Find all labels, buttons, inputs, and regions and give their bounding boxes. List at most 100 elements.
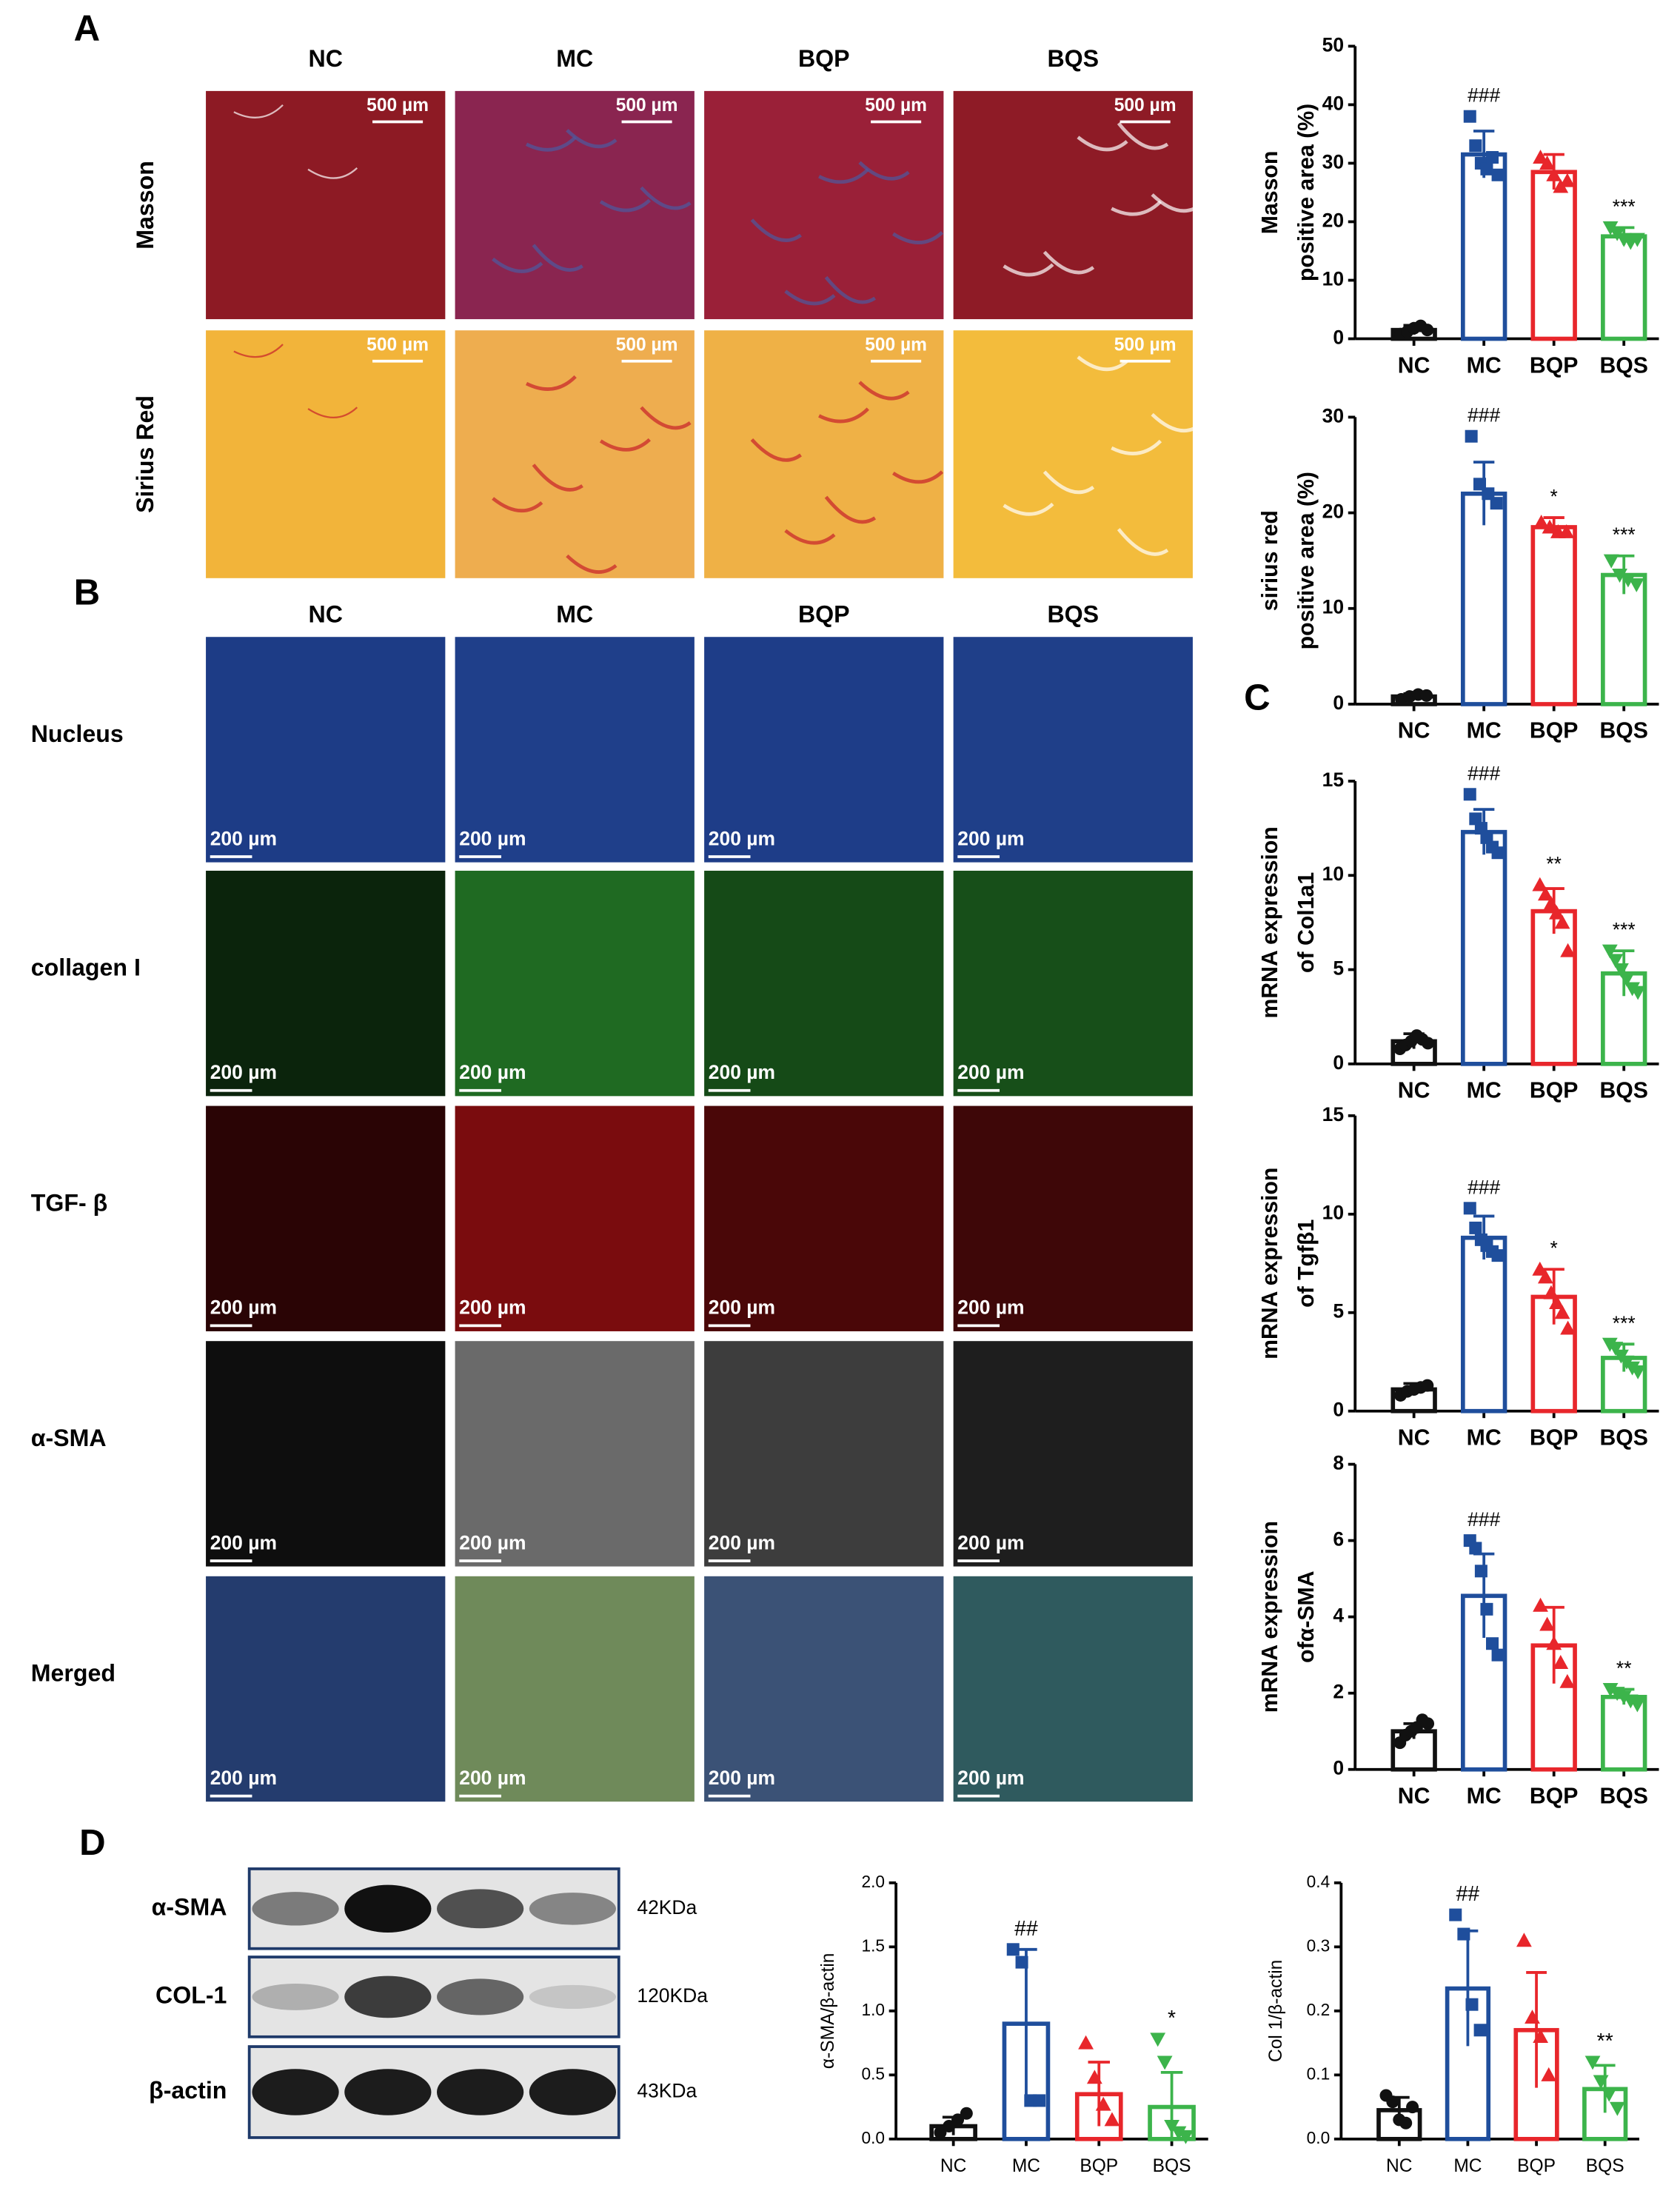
data-point — [1463, 788, 1476, 801]
data-point — [1533, 2029, 1549, 2043]
tissue-streak — [233, 344, 284, 358]
y-tick-label: 0.5 — [861, 2064, 885, 2083]
data-point — [1033, 2094, 1046, 2107]
data-point — [1491, 1648, 1505, 1662]
data-point — [1607, 1342, 1624, 1356]
blot-box — [247, 1956, 620, 2038]
data-point — [1539, 1616, 1556, 1631]
data-point — [1554, 1305, 1570, 1319]
scale-bar-label: 200 µm — [459, 1061, 526, 1083]
y-tick-label: 10 — [1322, 267, 1344, 290]
y-axis-label: Masson — [1258, 151, 1282, 235]
data-point — [1469, 1542, 1482, 1555]
micrograph — [953, 1341, 1193, 1567]
data-point — [1422, 1717, 1435, 1730]
tissue-streak — [1003, 263, 1054, 277]
data-point — [1607, 954, 1624, 968]
blot-band — [252, 1892, 339, 1926]
data-point — [1630, 986, 1646, 1000]
data-point — [1629, 232, 1645, 247]
x-tick-label: NC — [1386, 2156, 1412, 2176]
y-tick-label: 10 — [1322, 863, 1344, 885]
data-point — [1095, 2096, 1111, 2111]
scale-bar-label: 200 µm — [459, 1531, 526, 1553]
data-point — [1457, 1927, 1470, 1941]
tissue-streak — [532, 464, 583, 492]
blot-band — [437, 2069, 524, 2115]
scale-bar-label: 500 µm — [865, 96, 927, 116]
y-tick-label: 0.0 — [1307, 2128, 1331, 2147]
y-tick-label: 0.0 — [861, 2128, 885, 2147]
data-point — [1559, 173, 1576, 187]
data-point — [1421, 324, 1434, 337]
micrograph — [704, 1576, 944, 1802]
x-tick-label: MC — [1467, 1784, 1502, 1809]
x-tick-label: BQS — [1599, 1079, 1648, 1103]
y-tick-label: 1.5 — [861, 1936, 885, 1955]
scale-bar-label: 500 µm — [367, 335, 429, 355]
scale-bar-label: 200 µm — [210, 1061, 277, 1083]
x-tick-label: NC — [1398, 353, 1430, 378]
data-point — [1603, 554, 1619, 569]
data-point — [1399, 2116, 1413, 2130]
data-point — [1486, 1637, 1499, 1650]
tissue-streak — [1043, 250, 1095, 275]
significance-label: ### — [1468, 762, 1500, 784]
x-tick-label: BQS — [1599, 1426, 1648, 1451]
blot-band — [252, 1983, 339, 2010]
blot-band — [529, 1893, 617, 1925]
data-point — [1612, 569, 1627, 583]
x-tick-label: BQS — [1586, 2156, 1624, 2176]
data-point — [1620, 573, 1636, 588]
data-point — [1616, 1690, 1632, 1705]
data-point — [1593, 2075, 1609, 2090]
scale-bar-label: 200 µm — [210, 827, 277, 849]
y-axis-label: ofα-SMA — [1294, 1570, 1319, 1663]
data-point — [1533, 1597, 1548, 1612]
micrograph — [953, 1105, 1193, 1331]
column-header: MC — [556, 45, 593, 72]
scale-bar-label: 200 µm — [459, 827, 526, 849]
y-axis-label: positive area (%) — [1294, 104, 1319, 281]
tissue-streak — [1077, 136, 1128, 152]
significance-label: *** — [1613, 1312, 1636, 1334]
micrograph — [206, 1105, 446, 1331]
micrograph — [455, 870, 695, 1097]
data-point — [1421, 1379, 1434, 1392]
micrograph — [206, 1576, 446, 1802]
tissue-streak — [492, 497, 543, 513]
tissue-streak — [566, 129, 618, 149]
tissue-streak — [784, 290, 836, 306]
y-tick-label: 0 — [1333, 1399, 1344, 1421]
row-label: Masson — [132, 161, 158, 250]
tissue-streak — [784, 529, 836, 545]
data-point — [1486, 151, 1499, 164]
data-point — [1619, 972, 1635, 987]
data-point — [1386, 2095, 1399, 2109]
data-point — [943, 2120, 956, 2133]
blot-band — [344, 2069, 432, 2115]
tissue-streak — [492, 257, 543, 273]
blot-band — [344, 1884, 432, 1933]
x-tick-label: BQS — [1599, 719, 1648, 743]
x-tick-label: BQS — [1153, 2156, 1191, 2176]
significance-label: * — [1550, 1237, 1558, 1259]
x-tick-label: NC — [940, 2156, 966, 2176]
tissue-streak — [1117, 121, 1169, 150]
tissue-streak — [1117, 528, 1169, 556]
data-point — [1482, 487, 1495, 501]
micrograph — [953, 330, 1193, 578]
data-point — [1542, 519, 1558, 534]
blot-band — [529, 2069, 617, 2115]
x-tick-label: BQP — [1080, 2156, 1118, 2176]
x-tick-label: MC — [1467, 719, 1502, 743]
data-point — [1469, 1221, 1482, 1234]
bar — [1460, 152, 1507, 341]
column-header: MC — [556, 600, 593, 627]
data-point — [1006, 1943, 1020, 1956]
y-tick-label: 50 — [1322, 33, 1344, 56]
data-point — [1539, 155, 1556, 170]
data-point — [1422, 1037, 1435, 1050]
